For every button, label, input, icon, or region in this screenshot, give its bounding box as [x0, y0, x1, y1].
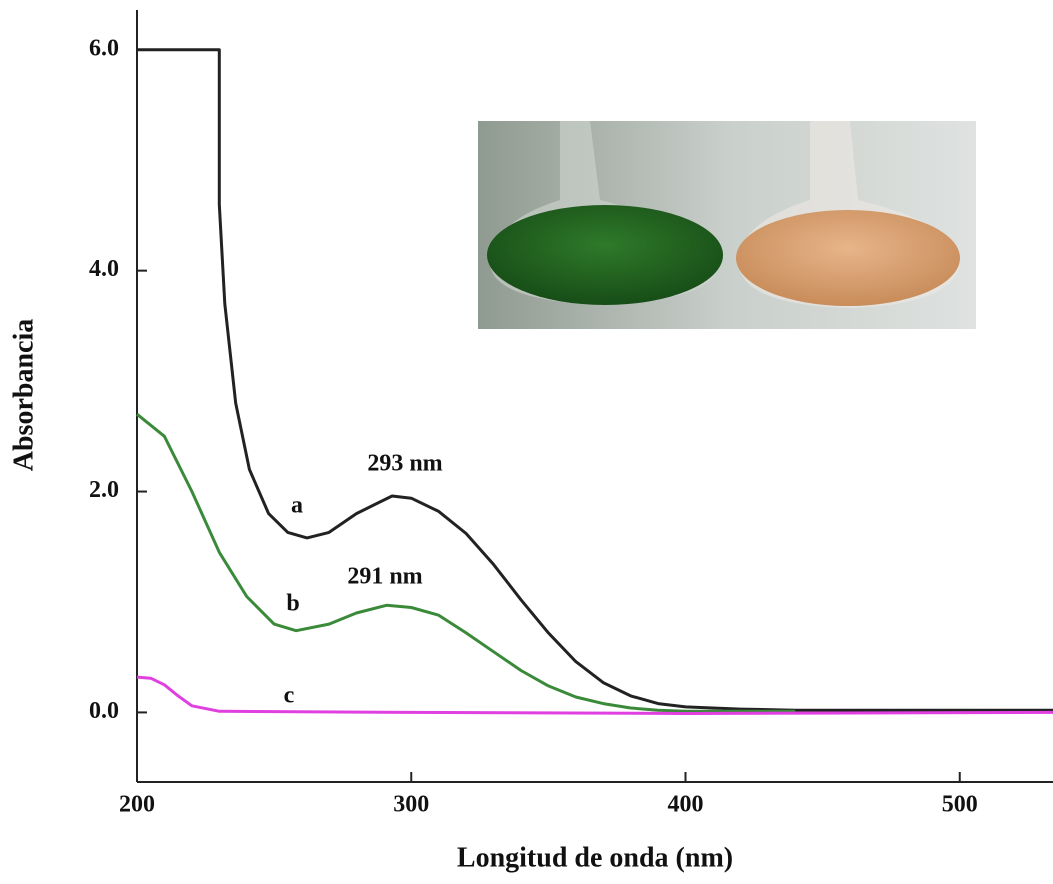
x-axis-title: Longitud de onda (nm)	[457, 842, 733, 873]
x-tick-label: 200	[119, 792, 155, 818]
series-label: c	[284, 683, 295, 709]
series-label: b	[286, 591, 299, 617]
y-tick-label: 0.0	[89, 698, 119, 724]
chart: 200 300 400 500 0.0 2.0 4.0 6.0 a b c 293 nm 291 nm…	[0, 0, 1053, 884]
y-tick-label: 2.0	[89, 477, 119, 503]
series-line	[137, 677, 1053, 713]
peak-annotation: 293 nm	[367, 451, 442, 477]
y-tick-label: 6.0	[89, 35, 119, 61]
peak-annotation: 291 nm	[347, 564, 422, 590]
x-tick-label: 300	[393, 792, 429, 818]
inset-photo	[478, 121, 976, 329]
y-tick-label: 4.0	[89, 256, 119, 282]
x-tick-label: 500	[942, 792, 978, 818]
x-tick-label: 400	[668, 792, 704, 818]
series-label: a	[291, 493, 303, 519]
series-line	[137, 414, 795, 711]
y-axis-title: Absorbancia	[8, 319, 39, 471]
